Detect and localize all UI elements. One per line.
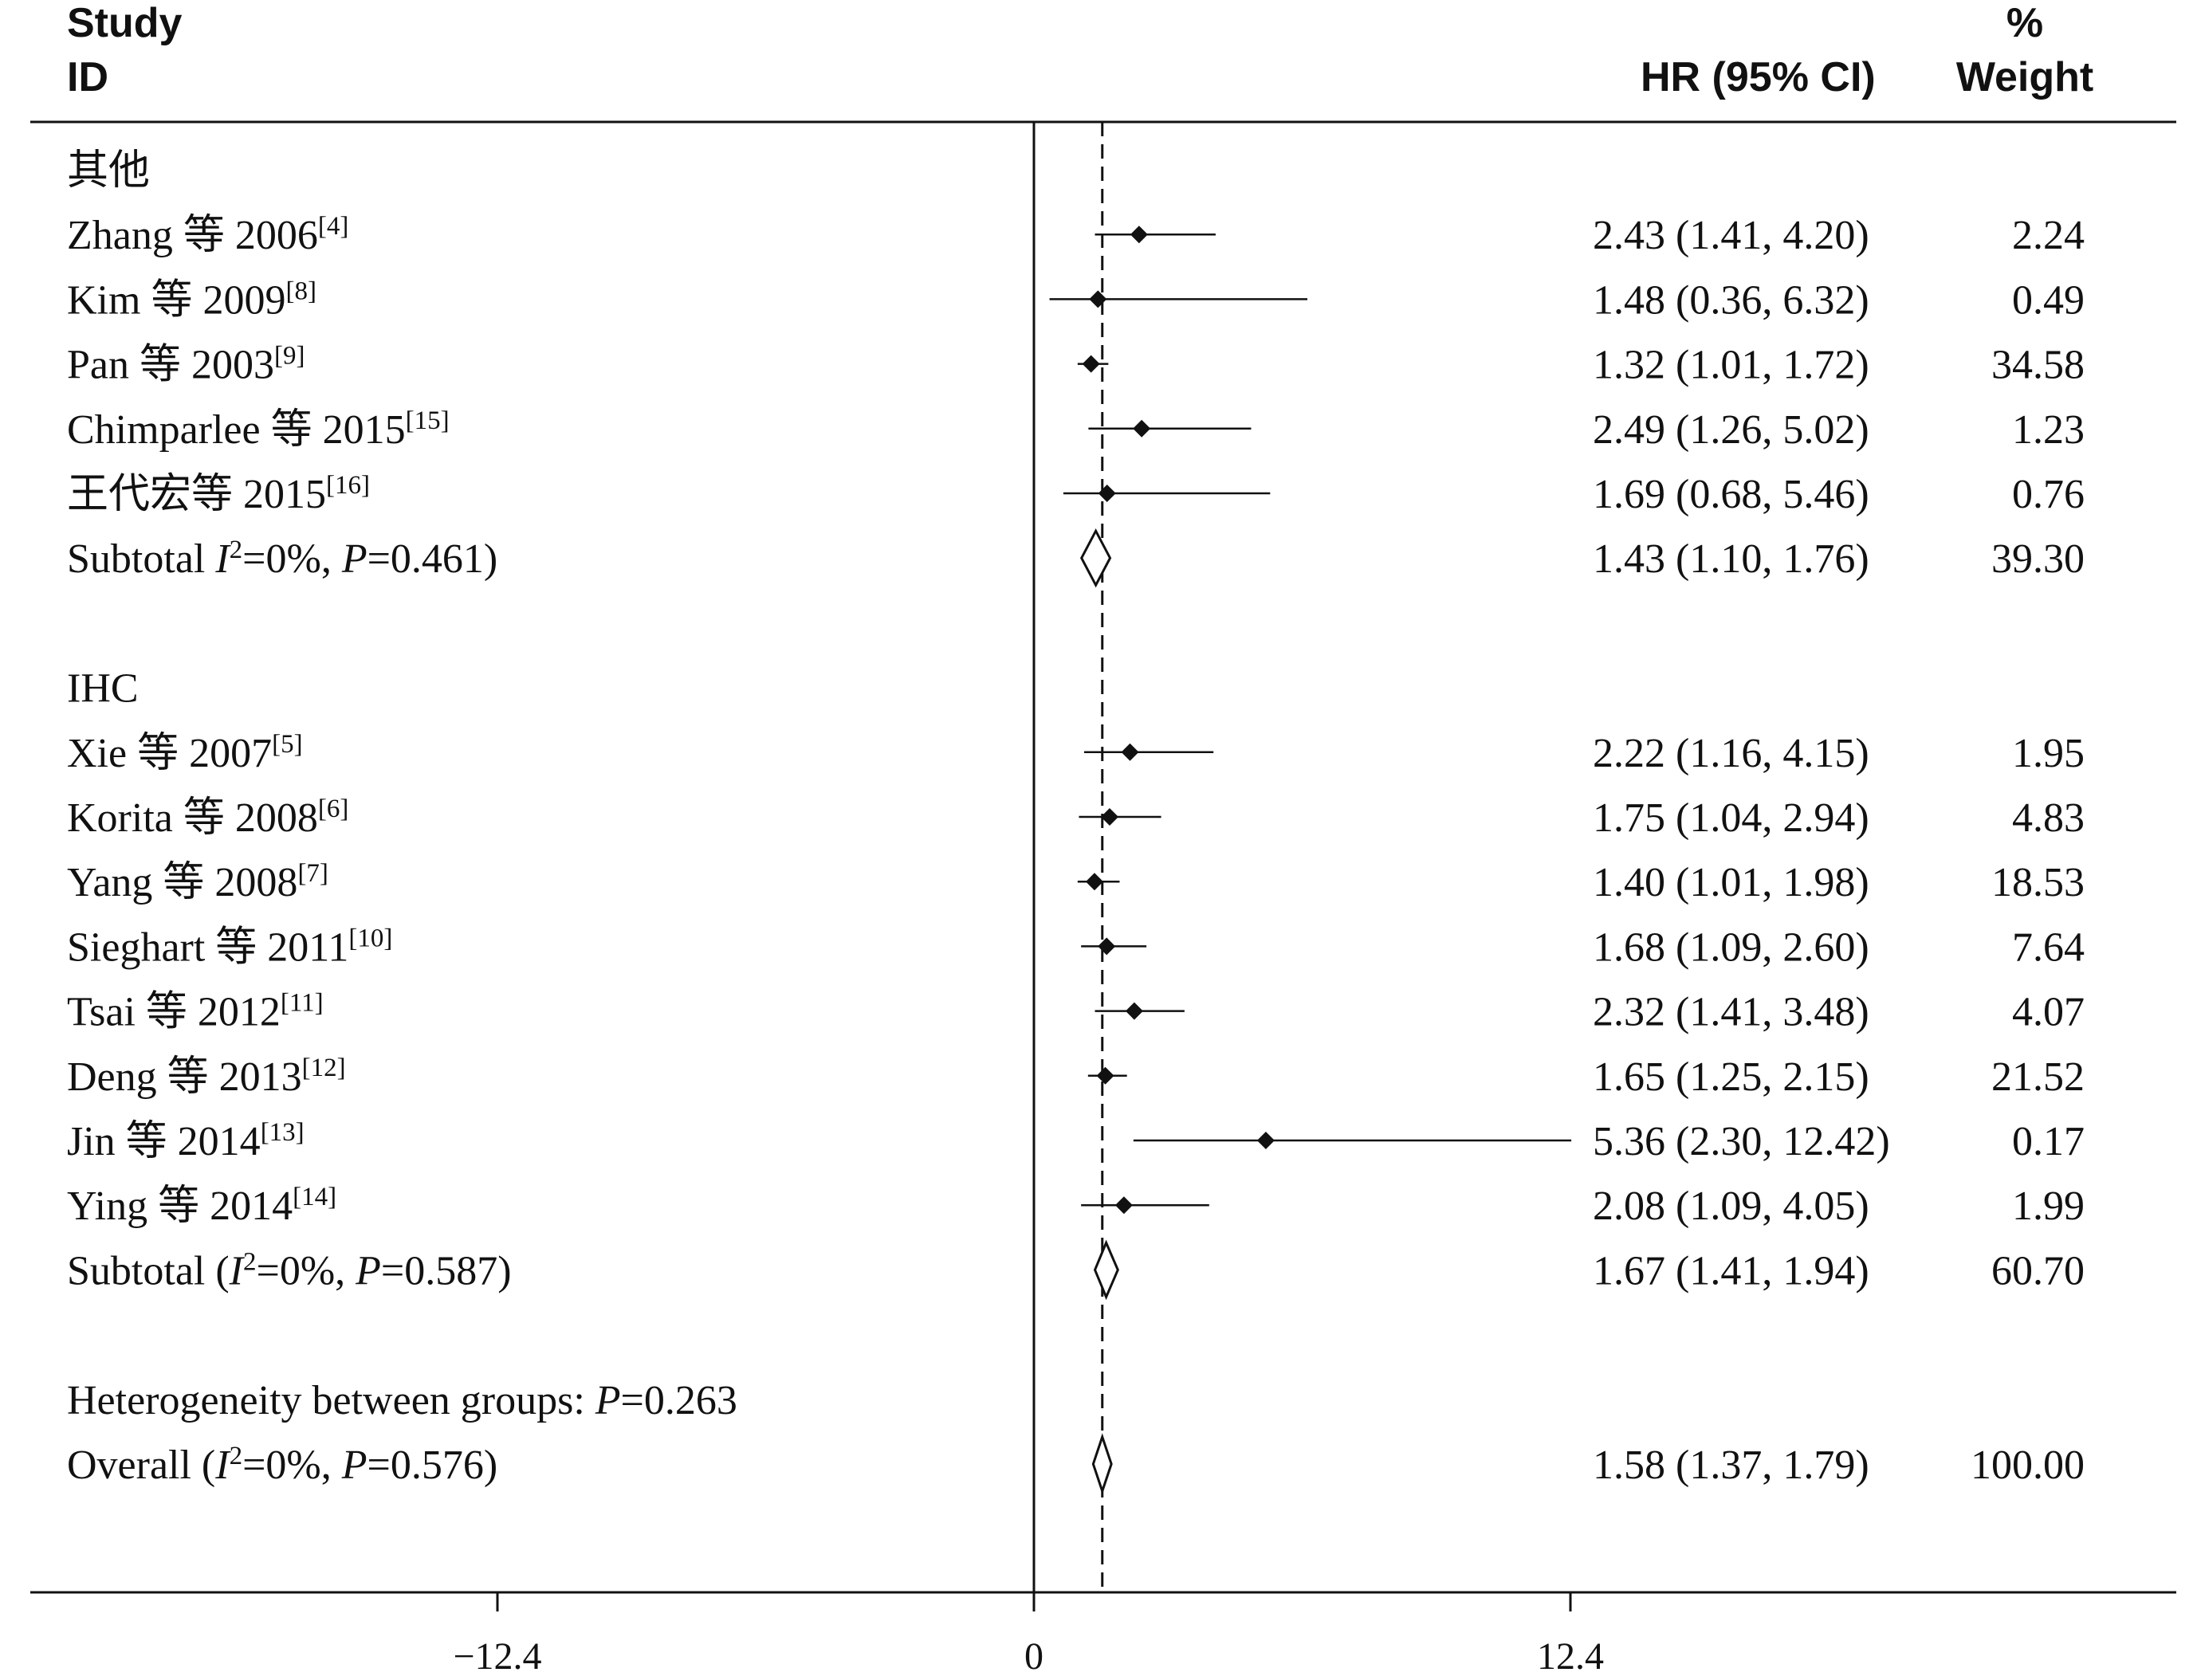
- study-label: Ying 等 2014[14]: [67, 1183, 336, 1229]
- overall-label: Overall (I2=0%, P=0.576): [67, 1442, 497, 1488]
- weight-value: 0.17: [2012, 1119, 2085, 1164]
- ci-value: 2.08 (1.09, 4.05): [1593, 1183, 1869, 1229]
- ci-value: 2.22 (1.16, 4.15): [1593, 731, 1869, 776]
- ci-value: 1.32 (1.01, 1.72): [1593, 343, 1869, 388]
- ci-value: 1.65 (1.25, 2.15): [1593, 1054, 1869, 1100]
- study-label: Deng 等 2013[12]: [67, 1054, 346, 1100]
- ci-value: 1.68 (1.09, 2.60): [1593, 924, 1869, 970]
- ci-value: 1.43 (1.10, 1.76): [1593, 536, 1869, 582]
- x-axis: −12.4 0 12.4: [453, 1592, 1604, 1678]
- study-label: Pan 等 2003[9]: [67, 342, 305, 388]
- x-tick-label: 0: [1024, 1635, 1043, 1678]
- weight-value: 1.95: [2012, 731, 2085, 776]
- point-estimate: [1114, 1196, 1133, 1215]
- weight-value: 100.00: [1971, 1443, 2085, 1488]
- header-study: Study: [67, 0, 183, 46]
- subtotal-diamond: [1080, 528, 1112, 588]
- study-label: Yang 等 2008[7]: [67, 859, 328, 905]
- point-estimate: [1121, 743, 1139, 761]
- subtotal-label: Subtotal (I2=0%, P=0.587): [67, 1247, 512, 1293]
- weight-value: 1.99: [2012, 1183, 2085, 1229]
- header-hr: HR (95% CI): [1641, 54, 1876, 100]
- ci-value: 1.48 (0.36, 6.32): [1593, 277, 1869, 323]
- weight-value: 4.07: [2012, 990, 2085, 1035]
- ci-value: 2.43 (1.41, 4.20): [1593, 213, 1869, 258]
- study-label: Chimparlee 等 2015[15]: [67, 406, 450, 453]
- point-estimate: [1256, 1132, 1275, 1149]
- ci-value: 5.36 (2.30, 12.42): [1593, 1119, 1890, 1164]
- heterogeneity-label: Heterogeneity between groups: P=0.263: [67, 1378, 737, 1423]
- study-label: Zhang 等 2006[4]: [67, 212, 348, 258]
- group-title: 其他: [67, 148, 150, 194]
- overall-diamond: [1091, 1433, 1113, 1495]
- study-label: Kim 等 2009[8]: [67, 277, 316, 323]
- subtotal-label: Subtotal I2=0%, P=0.461): [67, 536, 497, 582]
- subtotal-diamond: [1093, 1239, 1119, 1301]
- ci-value: 1.75 (1.04, 2.94): [1593, 795, 1869, 841]
- ci-value: 2.49 (1.26, 5.02): [1593, 407, 1869, 453]
- point-estimate: [1133, 419, 1151, 438]
- study-label: 王代宏等 2015[16]: [67, 471, 370, 517]
- weight-value: 34.58: [1991, 343, 2085, 388]
- point-estimate: [1096, 1066, 1114, 1085]
- ci-value: 1.67 (1.41, 1.94): [1593, 1248, 1869, 1293]
- header-id: ID: [67, 54, 108, 100]
- weight-value: 60.70: [1991, 1248, 2085, 1293]
- weight-value: 2.24: [2012, 213, 2085, 258]
- weight-value: 4.83: [2012, 795, 2085, 841]
- ci-value: 1.58 (1.37, 1.79): [1593, 1443, 1869, 1488]
- ci-value: 1.40 (1.01, 1.98): [1593, 860, 1869, 905]
- weight-value: 39.30: [1991, 536, 2085, 582]
- study-label: Jin 等 2014[13]: [67, 1118, 305, 1164]
- weight-value: 18.53: [1991, 860, 2085, 905]
- point-estimate: [1098, 485, 1116, 502]
- x-tick-label: −12.4: [453, 1635, 541, 1678]
- header-weight: Weight: [1956, 54, 2093, 100]
- study-label: Tsai 等 2012[11]: [67, 989, 324, 1035]
- ci-value: 1.69 (0.68, 5.46): [1593, 472, 1869, 517]
- weight-value: 21.52: [1991, 1054, 2085, 1100]
- header-percent: %: [2006, 0, 2043, 46]
- weight-value: 0.76: [2012, 472, 2085, 517]
- point-estimate: [1098, 937, 1116, 956]
- point-estimate: [1125, 1002, 1143, 1020]
- weight-value: 0.49: [2012, 277, 2085, 323]
- group-title: IHC: [67, 666, 139, 712]
- point-estimate: [1130, 226, 1148, 244]
- point-estimate: [1082, 355, 1100, 373]
- study-label: Sieghart 等 2011[10]: [67, 924, 392, 970]
- weight-value: 7.64: [2012, 924, 2085, 970]
- weight-value: 1.23: [2012, 407, 2085, 453]
- point-estimate: [1089, 290, 1107, 308]
- study-label: Korita 等 2008[6]: [67, 795, 348, 841]
- point-estimate: [1100, 808, 1118, 826]
- x-tick-label: 12.4: [1537, 1635, 1604, 1678]
- study-label: Xie 等 2007[5]: [67, 730, 303, 776]
- forest-rows: 其他 Zhang 等 2006[4] 2.43 (1.41, 4.20) 2.24 Ki…: [67, 122, 2085, 1592]
- point-estimate: [1085, 873, 1103, 891]
- ci-value: 2.32 (1.41, 3.48): [1593, 990, 1869, 1035]
